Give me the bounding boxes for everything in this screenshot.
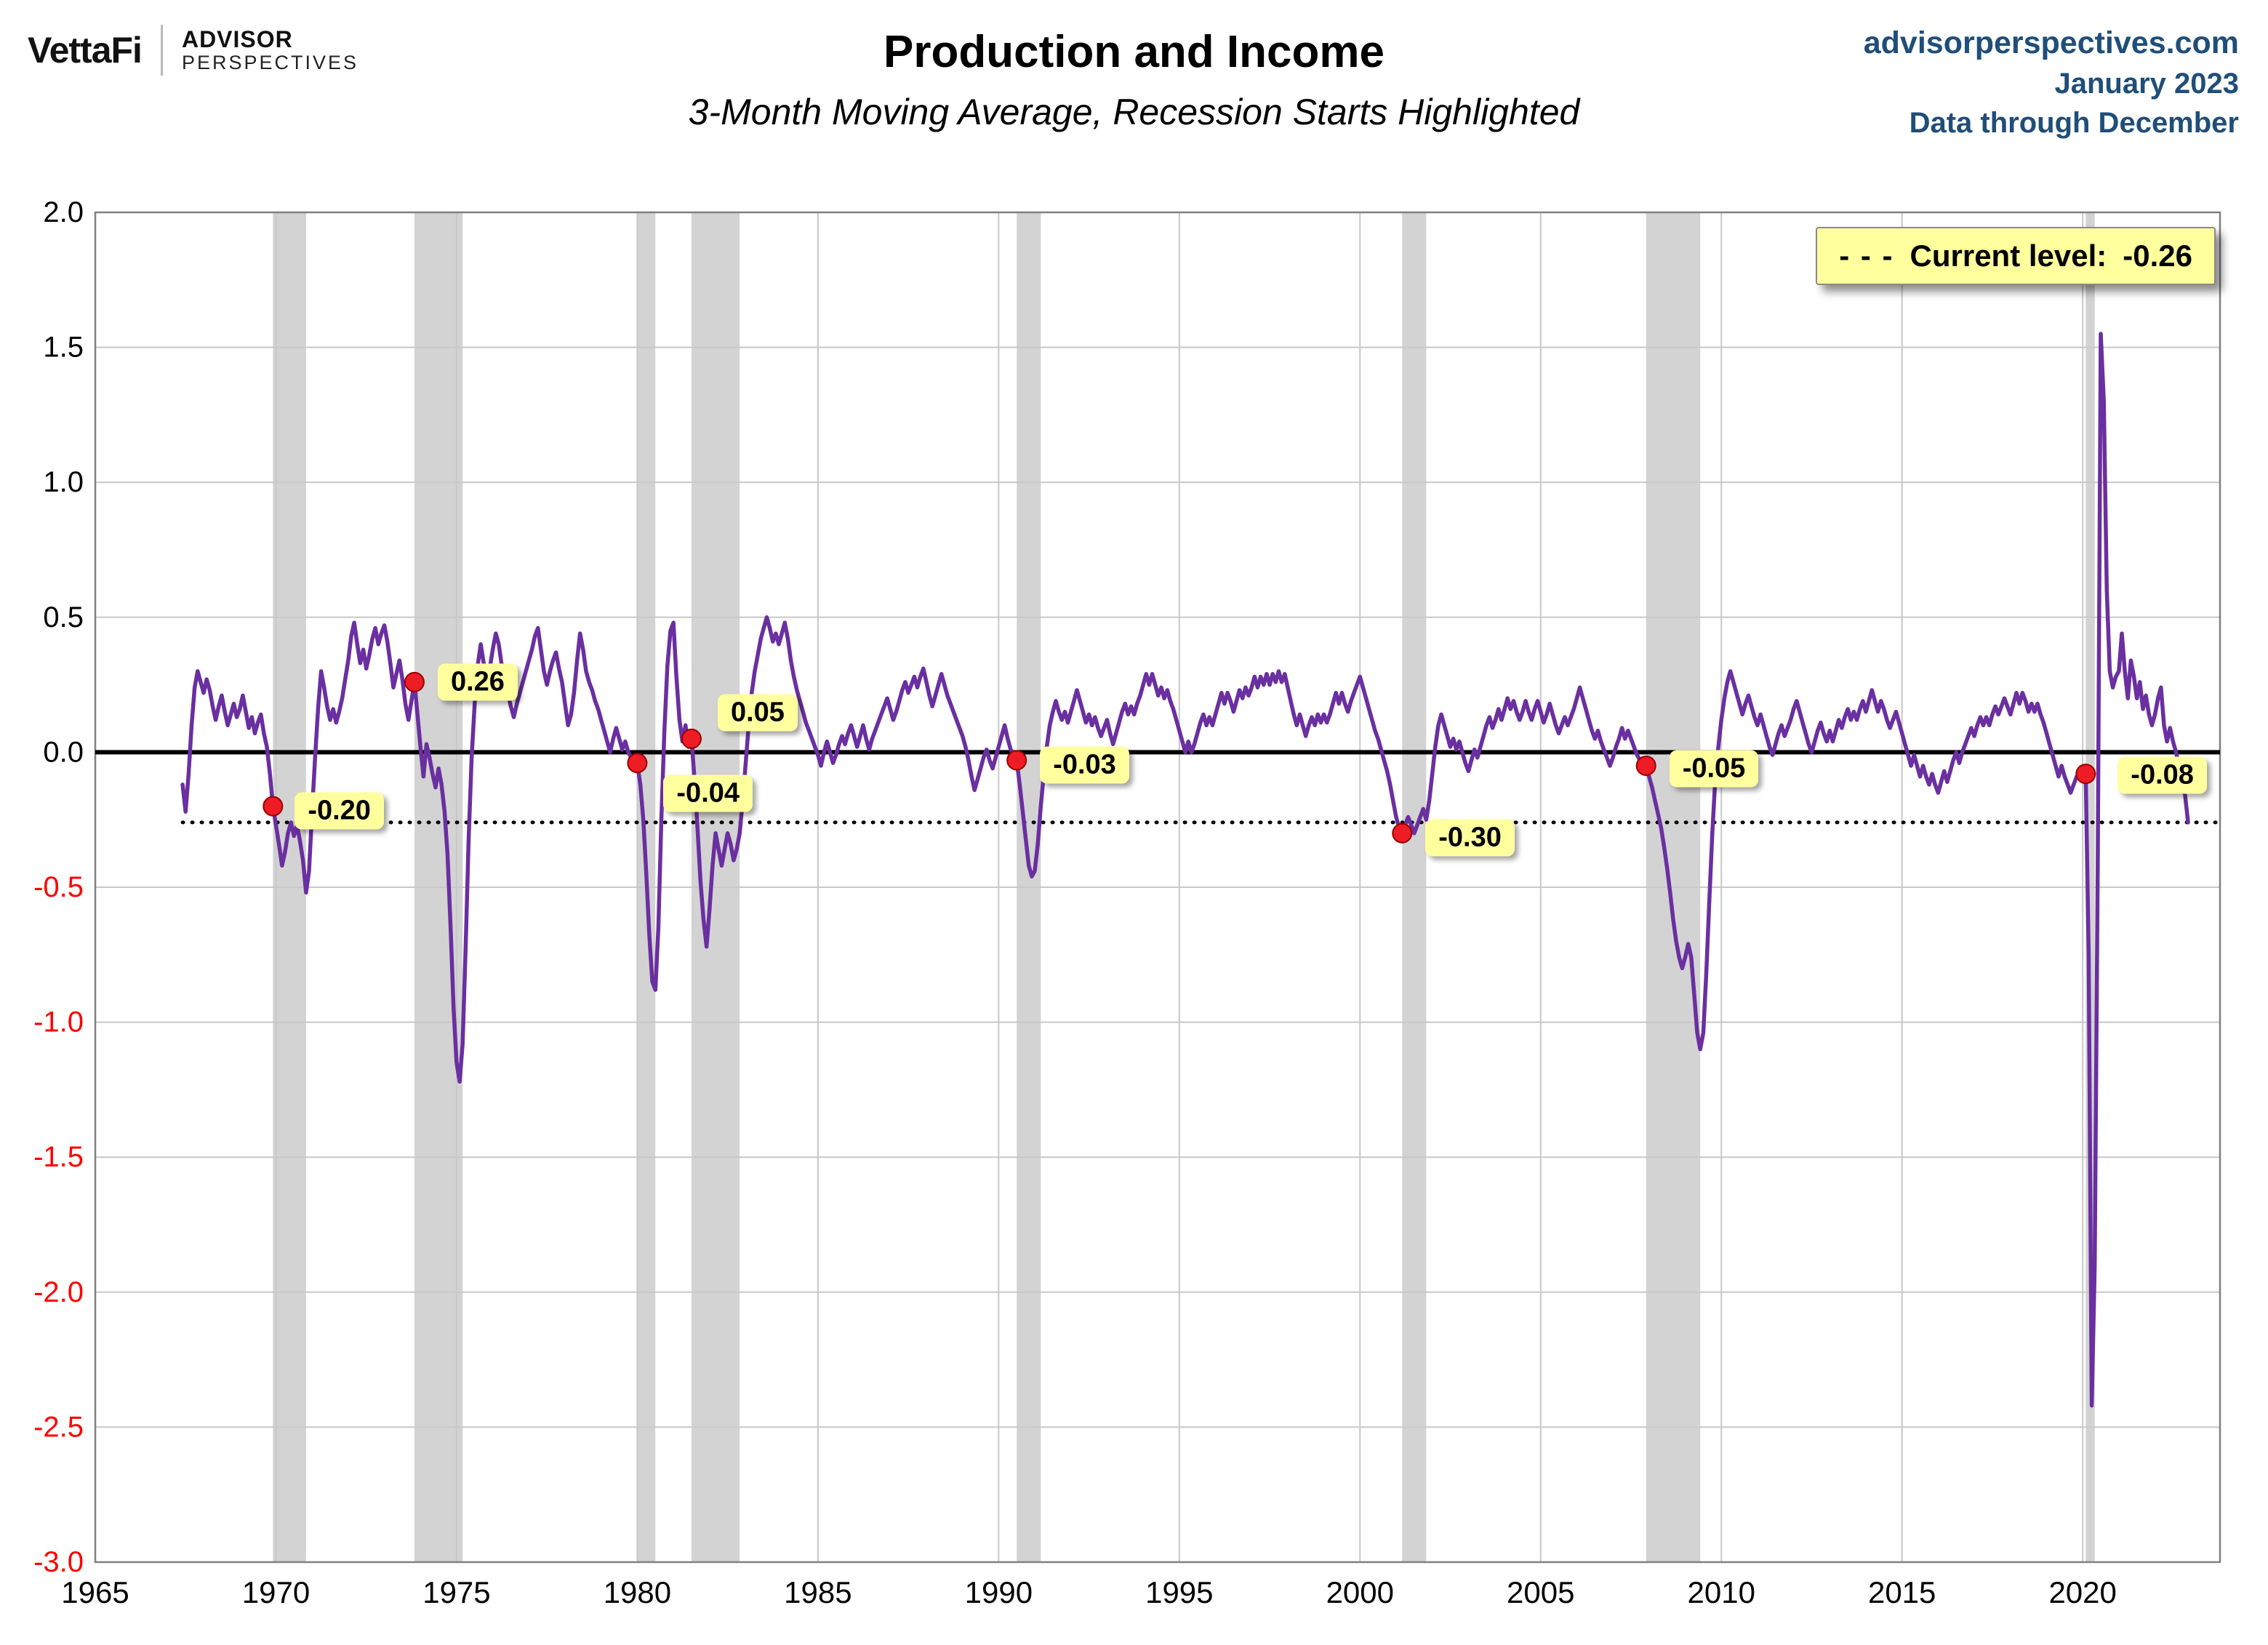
chart-subtitle: 3-Month Moving Average, Recession Starts… xyxy=(688,92,1580,132)
page-header: VettaFi ADVISOR PERSPECTIVES Production … xyxy=(0,0,2268,175)
y-tick-label: -3.0 xyxy=(33,1546,84,1578)
y-tick-label: 1.5 xyxy=(43,332,84,364)
marker-value-label: 0.05 xyxy=(717,694,798,732)
y-tick-label: -0.5 xyxy=(33,871,84,903)
title-block: Production and Income 3-Month Moving Ave… xyxy=(0,0,2268,133)
y-tick-label: -1.0 xyxy=(33,1006,84,1038)
logo-divider xyxy=(160,25,163,76)
x-tick-label: 2020 xyxy=(2048,1575,2116,1609)
recession-start-dot xyxy=(681,728,702,749)
x-tick-label: 1975 xyxy=(422,1575,490,1609)
marker-value-label: -0.04 xyxy=(663,775,753,812)
advisor-perspectives-logo: ADVISOR PERSPECTIVES xyxy=(181,26,359,73)
x-tick-label: 2015 xyxy=(1868,1575,1936,1609)
source-block: advisorperspectives.com January 2023 Dat… xyxy=(1864,22,2239,143)
brand-logos: VettaFi ADVISOR PERSPECTIVES xyxy=(28,25,358,76)
current-level-legend: - - - Current level: -0.26 xyxy=(1816,227,2216,285)
marker-value-label: -0.05 xyxy=(1669,750,1759,788)
advisor-perspectives-line1: ADVISOR xyxy=(181,26,293,53)
recession-start-dot xyxy=(1392,822,1413,844)
chart-title: Production and Income xyxy=(883,27,1385,77)
y-tick-label: -2.5 xyxy=(33,1411,84,1443)
y-tick-label: 2.0 xyxy=(43,196,84,228)
y-tick-label: 0.5 xyxy=(43,601,84,633)
vettafi-logo: VettaFi xyxy=(28,30,143,71)
x-tick-label: 1995 xyxy=(1145,1575,1213,1609)
source-date: January 2023 xyxy=(2054,68,2239,100)
y-tick-label: -2.0 xyxy=(33,1276,84,1308)
x-tick-label: 2010 xyxy=(1688,1575,1755,1609)
x-tick-label: 1970 xyxy=(242,1575,310,1609)
x-tick-label: 1985 xyxy=(784,1575,851,1609)
series-line xyxy=(180,332,2190,1408)
x-tick-label: 1990 xyxy=(965,1575,1033,1609)
source-note: Data through December xyxy=(1909,107,2239,140)
x-tick-label: 1965 xyxy=(61,1575,129,1609)
dashed-line-key-icon: - - - xyxy=(1839,239,1894,273)
x-tick-label: 1980 xyxy=(604,1575,671,1609)
x-tick-label: 2005 xyxy=(1507,1575,1574,1609)
recession-start-dot xyxy=(1006,750,1027,771)
plot-border xyxy=(94,211,2221,1564)
source-site: advisorperspectives.com xyxy=(1863,25,2239,60)
marker-value-label: -0.30 xyxy=(1425,819,1515,857)
marker-value-label: -0.08 xyxy=(2117,756,2207,794)
advisor-perspectives-line2: PERSPECTIVES xyxy=(181,51,359,73)
recession-start-dot xyxy=(1635,755,1656,776)
recession-start-dot xyxy=(627,753,648,774)
y-tick-label: -1.5 xyxy=(33,1141,84,1173)
recession-start-dot xyxy=(263,796,284,817)
marker-value-label: 0.26 xyxy=(437,663,518,701)
y-tick-label: 0.0 xyxy=(43,736,84,768)
x-tick-label: 2000 xyxy=(1326,1575,1394,1609)
recession-start-dot xyxy=(2075,764,2096,785)
legend-label: Current level: xyxy=(1910,239,2107,273)
marker-value-label: -0.20 xyxy=(294,792,384,830)
legend-value: -0.26 xyxy=(2123,239,2192,273)
y-tick-label: 1.0 xyxy=(43,466,84,498)
recession-start-dot xyxy=(404,671,425,692)
marker-value-label: -0.03 xyxy=(1040,746,1129,784)
